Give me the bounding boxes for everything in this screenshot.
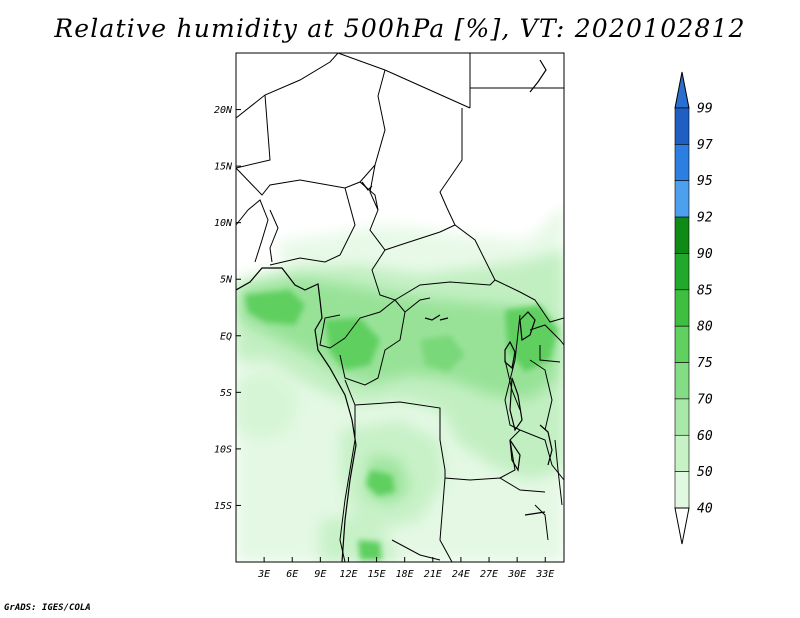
lat-tick-label: 10N	[214, 218, 233, 229]
lon-tick-label: 27E	[480, 569, 498, 580]
colorbar-bottom-arrow	[674, 507, 690, 545]
colorbar-segment	[674, 253, 690, 291]
lon-tick-label: 3E	[257, 569, 270, 580]
colorbar-segment	[674, 289, 690, 327]
lon-tick-label: 30E	[507, 569, 526, 580]
humidity-field	[236, 53, 564, 562]
country-borders	[236, 53, 564, 562]
colorbar-label: 60	[697, 429, 713, 444]
lon-tick-label: 15E	[368, 569, 386, 580]
longitude-axis: 3E 6E 9E 12E 15E 18E 21E 24E 27E 30E 33E	[257, 557, 554, 580]
colorbar-top-arrow	[674, 71, 690, 109]
lon-tick-label: 33E	[535, 569, 554, 580]
colorbar-label: 75	[697, 356, 713, 371]
colorbar-label: 40	[697, 502, 713, 517]
colorbar-label: 70	[697, 392, 713, 407]
lon-tick-label: 21E	[424, 569, 442, 580]
lat-tick-label: 5N	[220, 275, 233, 286]
coastlines	[236, 59, 553, 562]
colorbar-label: 99	[697, 102, 713, 117]
colorbar-label: 85	[697, 283, 713, 298]
lon-tick-label: 6E	[286, 569, 298, 580]
colorbar-segment	[674, 180, 690, 218]
colorbar-label: 92	[697, 211, 713, 226]
map-title: Relative humidity at 500hPa [%], VT: 202…	[54, 14, 746, 43]
lat-tick-label: 15N	[214, 162, 233, 173]
colorbar-label: 90	[697, 247, 713, 262]
lat-tick-label: 20N	[214, 105, 233, 116]
lat-tick-label: EQ	[220, 331, 232, 342]
latitude-axis: 20N 15N 10N 5N EQ 5S 10S 15S	[214, 105, 241, 512]
colorbar-segment	[674, 107, 690, 145]
colorbar-label: 95	[697, 174, 713, 189]
colorbar-segment	[674, 398, 690, 436]
colorbar-label: 97	[697, 138, 713, 153]
lon-tick-label: 12E	[339, 569, 357, 580]
colorbar-segment	[674, 216, 690, 254]
lon-tick-label: 9E	[314, 569, 326, 580]
lat-tick-label: 10S	[214, 444, 232, 455]
colorbar-segment	[674, 434, 690, 472]
colorbar-segment	[674, 144, 690, 182]
colorbar-label: 80	[697, 320, 713, 335]
map-frame	[235, 52, 565, 563]
colorbar: 99 97 95 92 90 85 80 75 70 60 50 40	[674, 71, 713, 545]
colorbar-segment	[674, 362, 690, 400]
colorbar-segment	[674, 325, 690, 363]
lat-tick-label: 15S	[214, 501, 232, 512]
colorbar-segment	[674, 471, 690, 509]
colorbar-label: 50	[697, 465, 713, 480]
lon-tick-label: 24E	[452, 569, 470, 580]
lat-tick-label: 5S	[220, 388, 232, 399]
lon-tick-label: 18E	[396, 569, 414, 580]
grads-credit: GrADS: IGES/COLA	[4, 603, 91, 613]
